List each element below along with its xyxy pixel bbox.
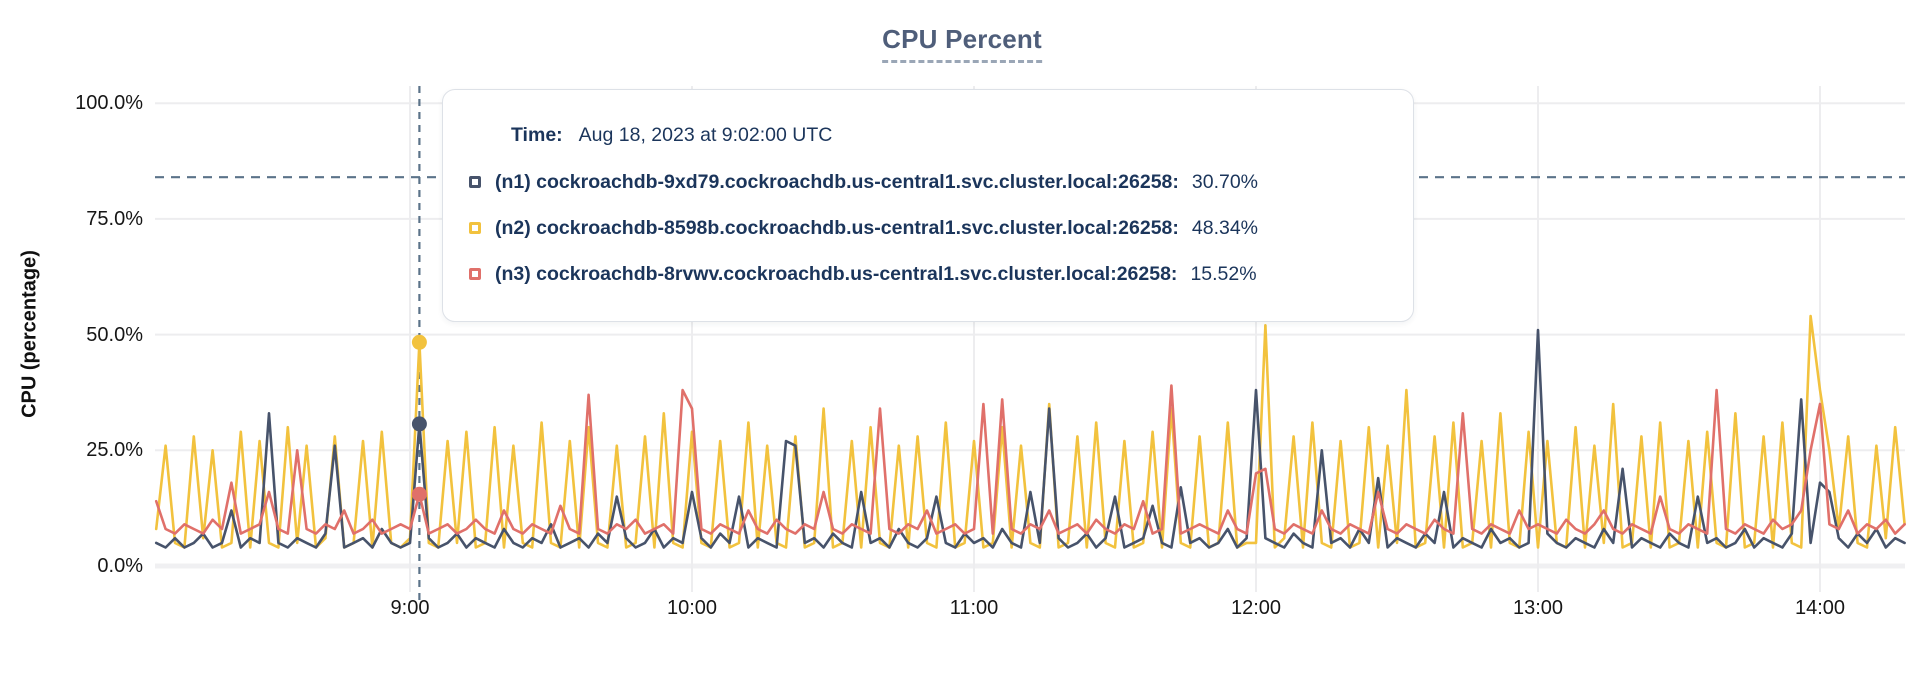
y-tick-label: 0.0% [97,555,143,577]
tooltip-series-row: (n3) cockroachdb-8rvwv.cockroachdb.us-ce… [469,261,1387,287]
y-tick-label: 100.0% [75,92,143,115]
hover-point-n2 [411,334,427,350]
chart-title[interactable]: CPU Percent [882,24,1042,63]
x-tick-label: 9:00 [390,597,430,619]
series-n3-value: 15.52% [1190,262,1257,285]
series-n2-label: (n2) cockroachdb-8598b.cockroachdb.us-ce… [495,216,1179,239]
series-n3-label: (n3) cockroachdb-8rvwv.cockroachdb.us-ce… [495,262,1178,285]
x-tick-label: 11:00 [949,597,999,619]
tooltip-series-row: (n2) cockroachdb-8598b.cockroachdb.us-ce… [469,215,1387,241]
series-line-n3 [154,384,1906,535]
series-n1-value: 30.70% [1191,170,1259,193]
y-tick-label: 75.0% [86,207,143,230]
hover-point-n3 [411,486,427,502]
series-n2-swatch-icon [469,222,481,234]
series-n1-label: (n1) cockroachdb-9xd79.cockroachdb.us-ce… [495,170,1179,193]
series-line-n2 [154,314,1906,549]
hover-tooltip: Time: Aug 18, 2023 at 9:02:00 UTC (n1) co… [442,89,1414,322]
tooltip-time-row: Time: Aug 18, 2023 at 9:02:00 UTC [511,124,1387,147]
series-line-n1 [154,328,1906,549]
x-tick-label: 12:00 [1230,597,1282,619]
series-n2-value: 48.34% [1191,216,1259,239]
y-tick-label: 50.0% [86,323,143,346]
tooltip-time-value: Aug 18, 2023 at 9:02:00 UTC [578,124,833,146]
tooltip-time-label: Time: [511,124,563,146]
x-tick-label: 14:00 [1794,597,1846,619]
hover-point-n1 [411,416,427,432]
x-tick-label: 13:00 [1512,597,1564,619]
series-n3-swatch-icon [469,268,481,280]
tooltip-series-row: (n1) cockroachdb-9xd79.cockroachdb.us-ce… [469,169,1387,195]
y-tick-label: 25.0% [86,439,143,462]
series-n1-swatch-icon [469,176,481,188]
x-tick-label: 10:00 [666,597,718,619]
